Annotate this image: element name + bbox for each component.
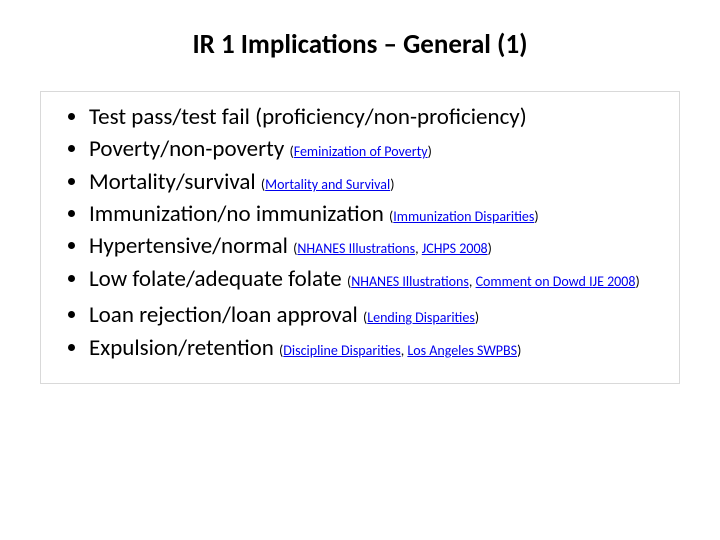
reference-link[interactable]: Comment on Dowd IJE 2008 [476,273,636,290]
list-item: Low folate/adequate folate (NHANES Illus… [89,264,661,294]
link-separator: , [469,273,476,290]
list-item: Immunization/no immunization (Immunizati… [89,199,661,229]
paren-close: ) [488,240,492,257]
list-item: Expulsion/retention (Discipline Disparit… [89,333,661,363]
bullet-text: Test pass/test fail (proficiency/non-pro… [89,103,527,131]
list-item: Loan rejection/loan approval (Lending Di… [89,300,661,330]
list-item: Mortality/survival (Mortality and Surviv… [89,167,661,197]
list-item: Hypertensive/normal (NHANES Illustration… [89,231,661,261]
paren-close: ) [534,208,538,225]
reference-link[interactable]: Feminization of Poverty [294,143,428,160]
bullet-text: Hypertensive/normal [89,232,288,260]
reference-link[interactable]: Lending Disparities [367,309,475,326]
bullet-text: Mortality/survival [89,168,256,196]
paren-close: ) [517,342,521,359]
bullet-text: Low folate/adequate folate [89,265,342,293]
reference-link[interactable]: Discipline Disparities [283,342,400,359]
link-separator: , [415,240,422,257]
paren-close: ) [635,273,639,290]
reference-link[interactable]: NHANES Illustrations [297,240,415,257]
paren-close: ) [390,176,394,193]
page-title: IR 1 Implications – General (1) [40,28,680,61]
bullet-list-2: Loan rejection/loan approval (Lending Di… [45,300,661,363]
reference-link[interactable]: JCHPS 2008 [422,240,488,257]
reference-link[interactable]: NHANES Illustrations [351,273,469,290]
reference-link[interactable]: Los Angeles SWPBS [407,342,517,359]
reference-link[interactable]: Mortality and Survival [265,176,390,193]
content-box: Test pass/test fail (proficiency/non-pro… [40,91,680,384]
bullet-text: Loan rejection/loan approval [89,301,358,329]
paren-close: ) [428,143,432,160]
list-item: Poverty/non-poverty (Feminization of Pov… [89,134,661,164]
list-item: Test pass/test fail (proficiency/non-pro… [89,102,661,132]
bullet-text: Poverty/non-poverty [89,135,284,163]
bullet-list: Test pass/test fail (proficiency/non-pro… [45,102,661,294]
bullet-text: Expulsion/retention [89,334,274,362]
bullet-text: Immunization/no immunization [89,200,384,228]
slide: IR 1 Implications – General (1) Test pas… [0,0,720,540]
reference-link[interactable]: Immunization Disparities [393,208,534,225]
paren-close: ) [475,309,479,326]
